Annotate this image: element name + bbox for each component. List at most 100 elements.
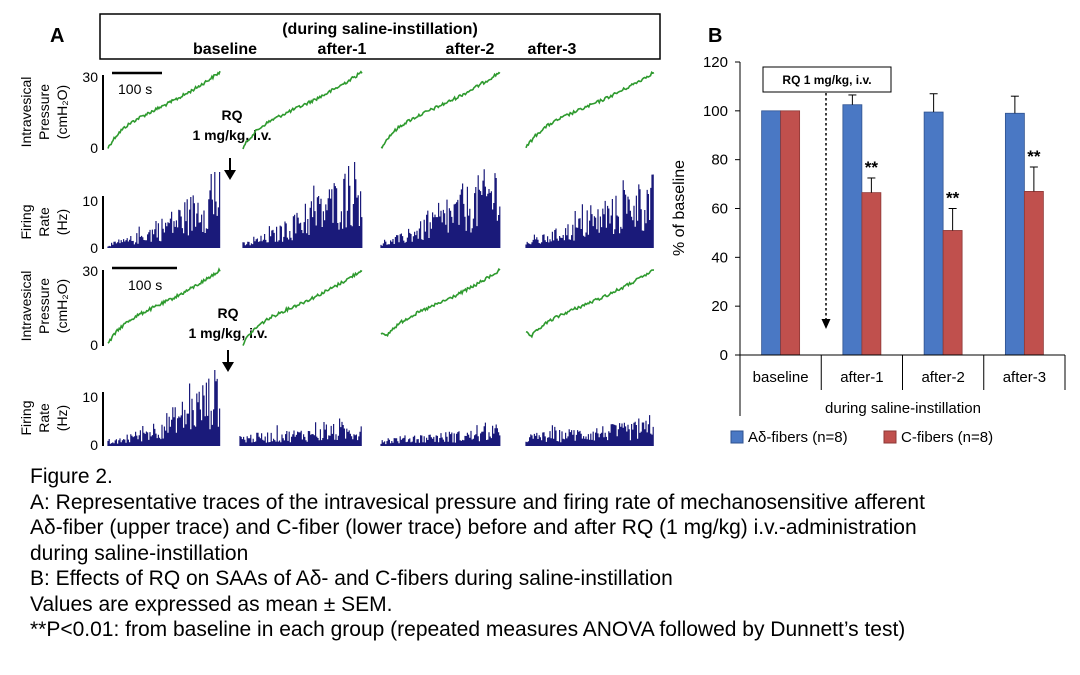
adelta-firing-row: Firing Rate (Hz) 10 0 [18, 162, 654, 256]
drug-label-rq: RQ [222, 107, 243, 123]
firing-axis-label-line2: Rate [36, 403, 52, 433]
pressure-tick-30: 30 [82, 69, 98, 85]
y-axis: 0 20 40 60 80 100 120 [703, 54, 740, 364]
cfiber-firing-trace-after-3 [525, 415, 654, 446]
caption-title: Figure 2. [30, 465, 113, 488]
injection-arrow-icon [222, 350, 234, 372]
adelta-pressure-trace-baseline [107, 70, 221, 149]
adelta-firing-trace-after-2 [380, 169, 501, 248]
pressure-axis-label-line1: Intravesical [18, 77, 34, 148]
drug-label-rq: RQ [218, 305, 239, 321]
cfiber-firing-trace-after-2 [380, 422, 501, 446]
pressure-axis-label-line1: Intravesical [18, 271, 34, 342]
significance-marker: ** [946, 189, 960, 208]
condition-header-title: (during saline-instillation) [282, 21, 478, 38]
cfiber-pressure-trace-after-1 [242, 269, 363, 346]
x-tick-label-after-2: after-2 [921, 369, 964, 386]
bar-adelta-after-3 [1004, 112, 1025, 356]
pressure-tick-30: 30 [82, 263, 98, 279]
scale-bar-label: 100 s [128, 277, 162, 293]
pressure-axis-label-line2: Pressure [36, 84, 52, 140]
pressure-tick-0: 0 [90, 337, 98, 353]
panel-a: A (during saline-instillation) baseline … [18, 13, 661, 453]
caption-panel-b: B: Effects of RQ on SAAs of Aδ- and C-fi… [30, 567, 673, 590]
segment-label-after-3: after-3 [528, 41, 577, 58]
panel-b-letter: B [708, 25, 722, 47]
firing-axis-label-line1: Firing [18, 400, 34, 435]
cfiber-firing-trace-baseline [107, 370, 221, 446]
bar-cfiber-after-1 [861, 192, 882, 356]
pressure-tick-0: 0 [90, 140, 98, 156]
injection-arrow-icon [224, 158, 236, 180]
x-tick-label-baseline: baseline [753, 369, 809, 386]
figure-2: A (during saline-instillation) baseline … [18, 13, 1066, 453]
adelta-firing-trace-after-1 [242, 162, 363, 248]
pressure-axis-unit: (cmH₂O) [54, 85, 70, 139]
bar-cfiber-baseline [780, 110, 801, 356]
caption-panel-a-line1: A: Representative traces of the intraves… [30, 490, 925, 514]
x-tick-label-after-3: after-3 [1003, 369, 1046, 386]
panel-a-letter: A [50, 25, 64, 47]
cfiber-pressure-row: Intravesical Pressure (cmH₂O) 30 0 100 s… [18, 263, 655, 372]
drug-annotation-text: RQ 1 mg/kg, i.v. [782, 73, 871, 87]
bar-cfiber-after-3 [1023, 191, 1044, 356]
pressure-axis-unit: (cmH₂O) [54, 279, 70, 333]
x-axis: baseline after-1 after-2 after-3 [739, 354, 1066, 390]
cfiber-pressure-trace-after-2 [380, 267, 501, 337]
y-tick-label-40: 40 [711, 249, 728, 266]
y-axis-label: % of baseline [671, 160, 688, 256]
firing-axis-unit: (Hz) [54, 405, 70, 431]
adelta-pressure-trace-after-3 [525, 71, 655, 149]
y-tick-label-100: 100 [703, 103, 728, 120]
x-tick-label-after-1: after-1 [840, 369, 883, 386]
pressure-axis-label-line2: Pressure [36, 278, 52, 334]
adelta-firing-trace-baseline [107, 172, 221, 248]
firing-axis-label-line2: Rate [36, 207, 52, 237]
bar-adelta-after-1 [842, 104, 863, 356]
segment-label-after-2: after-2 [446, 41, 495, 58]
condition-header-box [99, 13, 661, 60]
caption-values-note: Values are expressed as mean ± SEM. [30, 592, 393, 616]
bars-group: ** ** ** [761, 93, 1044, 356]
cfiber-firing-row: Firing Rate (Hz) 10 0 [18, 370, 654, 453]
legend-label-adelta: Aδ-fibers (n=8) [748, 429, 848, 446]
firing-axis-label-line1: Firing [18, 204, 34, 239]
bar-cfiber-after-2 [942, 230, 963, 356]
legend-swatch-cfiber [883, 430, 897, 444]
firing-tick-0: 0 [90, 437, 98, 453]
x-axis-label: during saline-instillation [825, 400, 981, 417]
drug-label-dose: 1 mg/kg, i.v. [188, 325, 267, 341]
significance-marker: ** [865, 158, 879, 177]
adelta-firing-trace-after-3 [525, 174, 654, 248]
bar-adelta-after-2 [923, 111, 944, 356]
y-tick-label-60: 60 [711, 201, 728, 218]
legend-label-cfiber: C-fibers (n=8) [901, 429, 993, 446]
panel-b-bar-chart: B % of baseline 0 20 40 60 80 100 120 ** ** ** b… [671, 25, 1066, 446]
cfiber-pressure-trace-after-3 [525, 269, 655, 339]
adelta-pressure-trace-after-2 [380, 71, 501, 149]
firing-tick-10: 10 [82, 389, 98, 405]
adelta-pressure-trace-after-1 [242, 70, 363, 150]
drug-annotation-box [762, 66, 892, 93]
y-tick-label-20: 20 [711, 298, 728, 315]
firing-tick-0: 0 [90, 240, 98, 256]
caption-significance-note: **P<0.01: from baseline in each group (r… [30, 618, 906, 641]
segment-label-baseline: baseline [193, 41, 257, 58]
caption-panel-a-line3: during saline-instillation [30, 541, 249, 565]
cfiber-firing-trace-after-1 [239, 418, 362, 446]
significance-marker: ** [1027, 147, 1041, 166]
firing-tick-10: 10 [82, 193, 98, 209]
figure-caption: Figure 2. A: Representative traces of th… [30, 464, 1070, 643]
y-tick-label-80: 80 [711, 152, 728, 169]
drug-label-dose: 1 mg/kg, i.v. [192, 127, 271, 143]
drug-annotation-arrow-icon [821, 93, 831, 329]
y-tick-label-120: 120 [703, 54, 728, 71]
legend-swatch-adelta [730, 430, 744, 444]
segment-label-after-1: after-1 [318, 41, 367, 58]
y-tick-label-0: 0 [720, 347, 728, 364]
cfiber-pressure-trace-baseline [107, 267, 221, 344]
adelta-pressure-row: Intravesical Pressure (cmH₂O) 30 0 100 s… [18, 69, 655, 180]
legend: Aδ-fibers (n=8) C-fibers (n=8) [730, 429, 993, 446]
scale-bar-label: 100 s [118, 81, 152, 97]
caption-panel-a-line2: Aδ-fiber (upper trace) and C-fiber (lowe… [30, 516, 917, 539]
